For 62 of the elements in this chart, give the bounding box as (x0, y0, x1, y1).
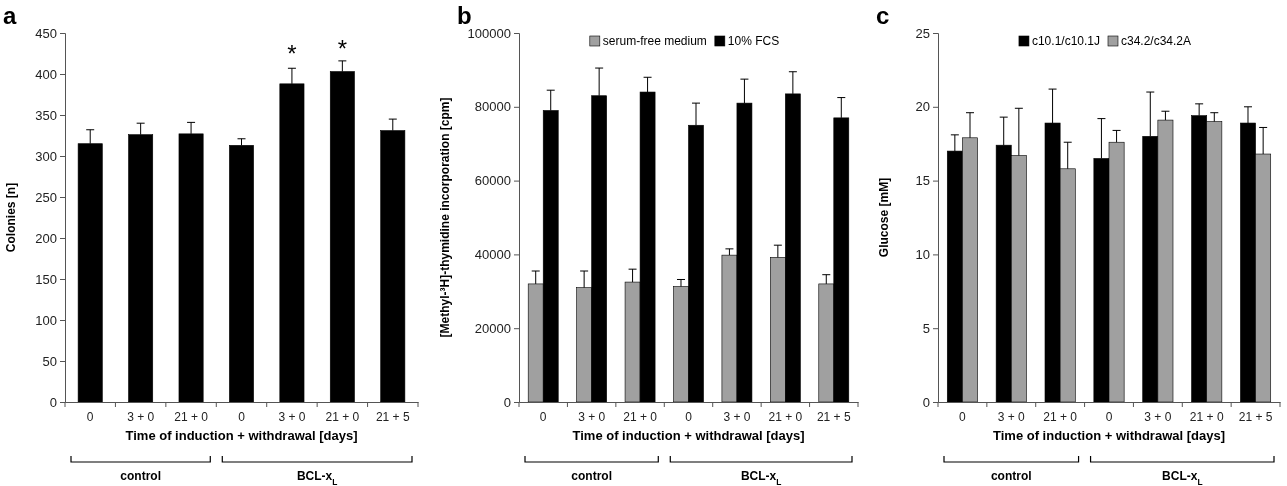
x-tick-label: 0 (1105, 409, 1113, 424)
x-tick-label: 0 (539, 409, 547, 424)
x-tick-label: 21 + 5 (375, 409, 410, 424)
y-tick-label: 15 (915, 173, 930, 189)
x-tick-label: 21 + 0 (1043, 409, 1078, 424)
text: BCL-x$_{L}$ (296, 469, 338, 486)
legend-label: serum-free medium (602, 34, 707, 48)
x-tick-label: 0 (959, 409, 967, 424)
y-tick-label: 150 (35, 271, 57, 287)
legend-label: 10% FCS (727, 34, 780, 48)
y-tick-label: 80000 (474, 99, 511, 115)
legend-label: c10.1/c10.1J (1031, 34, 1100, 48)
y-tick-label: 25 (915, 25, 930, 41)
text: BCL-x$_{L}$ (740, 469, 782, 486)
x-tick-label: 21 + 0 (325, 409, 360, 424)
y-axis-title: Colonies [n] (4, 182, 18, 253)
x-axis-title: Time of induction + withdrawal [days] (572, 428, 805, 443)
y-tick-label: 200 (35, 230, 57, 246)
x-tick-label: 21 + 0 (1189, 409, 1224, 424)
y-tick-label: 0 (922, 394, 930, 410)
x-tick-label: 0 (86, 409, 94, 424)
x-tick-label: 21 + 0 (768, 409, 803, 424)
annotation: * (337, 34, 348, 62)
y-tick-label: 0 (49, 394, 57, 410)
y-tick-label: 300 (35, 148, 57, 164)
y-tick-label: 100 (35, 312, 57, 328)
x-tick-label: 21 + 0 (623, 409, 658, 424)
y-tick-label: 60000 (474, 173, 511, 189)
y-tick-label: 250 (35, 189, 57, 205)
y-axis-title: Glucose [mM] (877, 177, 891, 258)
annotation: * (287, 40, 297, 68)
y-axis-title: [Methyl-³H]-thymidine incorporation [cpm] (438, 97, 452, 338)
x-tick-label: 21 + 5 (816, 409, 851, 424)
x-tick-label: 3 + 0 (723, 409, 751, 424)
x-tick-label: 3 + 0 (278, 409, 306, 424)
y-tick-label: 400 (35, 66, 57, 82)
x-tick-label: 21 + 0 (174, 409, 209, 424)
chart-title: a (3, 2, 17, 29)
x-tick-label: 0 (685, 409, 693, 424)
x-axis-title: Time of induction + withdrawal [days] (125, 428, 358, 443)
y-tick-label: 40000 (474, 247, 511, 263)
text: control (120, 469, 161, 483)
text: control (990, 469, 1032, 483)
legend-label: c34.2/c34.2A (1120, 34, 1192, 48)
x-tick-label: 3 + 0 (127, 409, 155, 424)
y-tick-label: 0 (503, 394, 511, 410)
y-tick-label: 20000 (474, 320, 511, 336)
text: control (571, 469, 612, 483)
y-tick-label: 10 (915, 247, 930, 263)
x-tick-label: 0 (238, 409, 246, 424)
x-axis-title: Time of induction + withdrawal [days] (993, 428, 1225, 443)
y-tick-label: 50 (42, 353, 57, 369)
x-tick-label: 3 + 0 (1144, 409, 1172, 424)
y-tick-label: 5 (922, 320, 930, 336)
y-tick-label: 350 (35, 107, 57, 123)
y-tick-label: 20 (915, 99, 930, 115)
y-tick-label: 450 (35, 25, 57, 41)
chart-title: c (876, 2, 890, 29)
x-tick-label: 21 + 5 (1238, 409, 1273, 424)
x-tick-label: 3 + 0 (997, 409, 1026, 424)
x-tick-label: 3 + 0 (578, 409, 606, 424)
text: BCL-x$_{L}$ (1162, 469, 1203, 486)
